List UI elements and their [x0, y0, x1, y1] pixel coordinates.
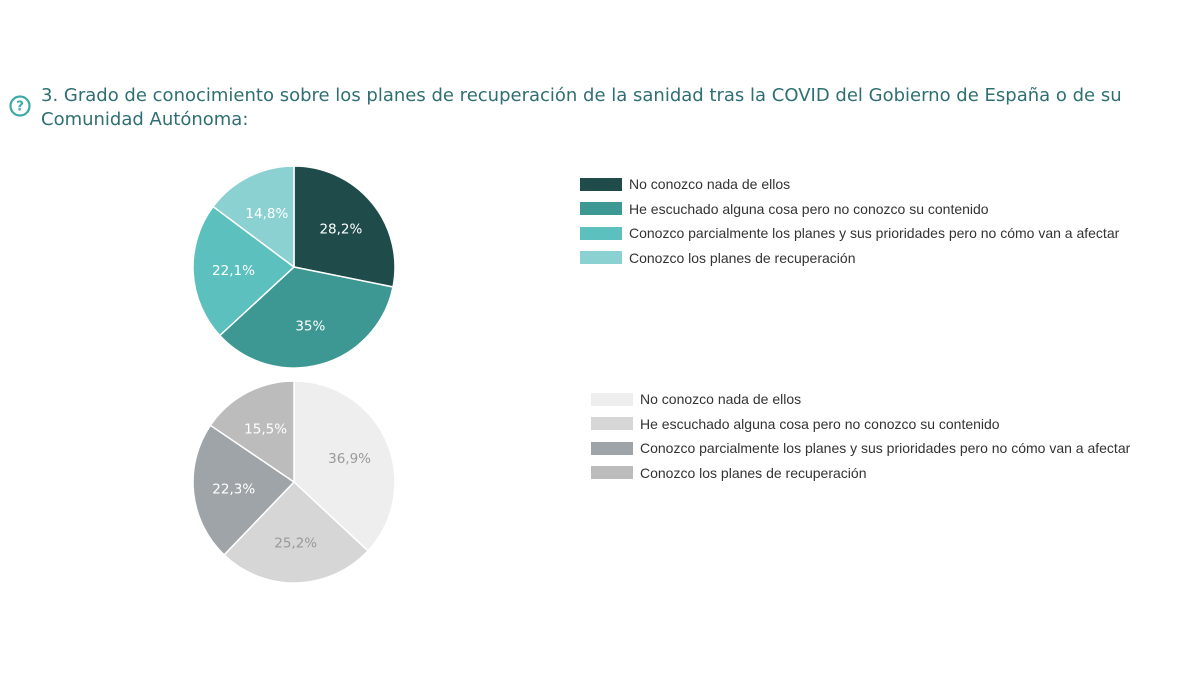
legend-item: No conozco nada de ellos: [580, 172, 1119, 197]
question-header: ? 3. Grado de conocimiento sobre los pla…: [8, 84, 1178, 132]
legend-swatch: [580, 226, 622, 240]
data-label: 28,2%: [319, 222, 362, 238]
legend-item: Conozco parcialmente los planes y sus pr…: [591, 436, 1130, 461]
legend-label: He escuchado alguna cosa pero no conozco…: [640, 415, 1000, 432]
legend-bottom: No conozco nada de ellos He escuchado al…: [591, 387, 1130, 485]
legend-swatch: [580, 202, 622, 216]
pie-slice: [192, 424, 295, 556]
legend-top: No conozco nada de ellos He escuchado al…: [580, 172, 1119, 270]
data-label: 35%: [295, 318, 325, 334]
legend-label: He escuchado alguna cosa pero no conozco…: [629, 200, 989, 217]
legend-label: No conozco nada de ellos: [640, 391, 802, 408]
svg-text:?: ?: [16, 100, 24, 115]
pie-slice: [223, 481, 369, 584]
legend-label: Conozco parcialmente los planes y sus pr…: [640, 440, 1131, 457]
data-label: 36,9%: [328, 451, 371, 467]
data-label: 22,1%: [212, 263, 255, 279]
pie-slice: [293, 380, 396, 552]
data-label: 15,5%: [244, 421, 287, 437]
data-label: 25,2%: [274, 536, 317, 552]
legend-label: Conozco parcialmente los planes y sus pr…: [629, 225, 1120, 242]
pie-slice: [219, 266, 394, 369]
legend-swatch: [591, 441, 633, 455]
legend-swatch: [591, 417, 633, 431]
legend-label: Conozco los planes de recuperación: [629, 249, 856, 266]
legend-item: He escuchado alguna cosa pero no conozco…: [591, 412, 1130, 437]
legend-swatch: [591, 392, 633, 406]
question-title: 3. Grado de conocimiento sobre los plane…: [41, 85, 1122, 130]
pie-chart-top: 28,2% 35% 22,1% 14,8%: [192, 165, 396, 369]
legend-item: No conozco nada de ellos: [591, 387, 1130, 412]
data-label: 14,8%: [245, 206, 288, 222]
pie-slice: [209, 380, 295, 483]
legend-item: He escuchado alguna cosa pero no conozco…: [580, 197, 1119, 222]
pie-chart-bottom: 36,9% 25,2% 22,3% 15,5%: [192, 380, 396, 584]
data-label: 22,3%: [212, 481, 255, 497]
legend-swatch: [580, 251, 622, 265]
legend-item: Conozco los planes de recuperación: [580, 246, 1119, 271]
question-circle-icon[interactable]: ?: [8, 94, 32, 118]
pie-slice: [293, 165, 396, 288]
pie-slice: [192, 205, 295, 337]
legend-item: Conozco parcialmente los planes y sus pr…: [580, 221, 1119, 246]
legend-label: Conozco los planes de recuperación: [640, 464, 867, 481]
legend-label: No conozco nada de ellos: [629, 176, 791, 193]
legend-swatch: [580, 177, 622, 191]
pie-slice: [212, 165, 295, 268]
legend-item: Conozco los planes de recuperación: [591, 461, 1130, 486]
legend-swatch: [591, 466, 633, 480]
